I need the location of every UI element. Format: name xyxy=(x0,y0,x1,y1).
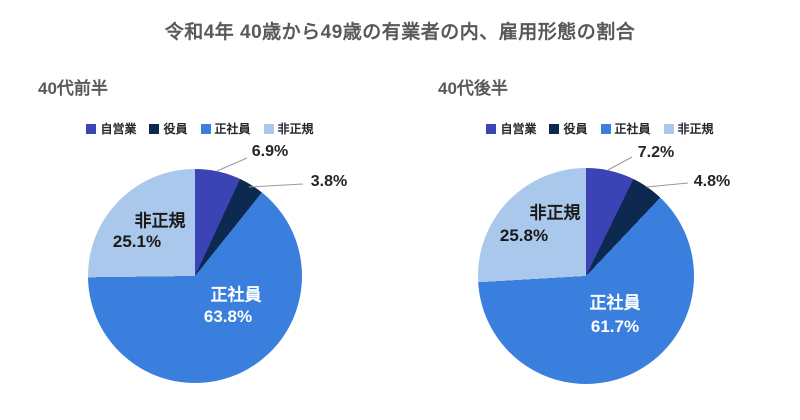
leader-line-self-employed xyxy=(216,157,248,172)
legend-swatch-executive xyxy=(149,123,160,134)
slice-value-executive: 3.8% xyxy=(310,173,348,190)
legend-swatch-self-employed xyxy=(486,123,497,134)
slice-value-self-employed: 7.2% xyxy=(637,144,675,161)
legend-label-self-employed: 自営業 xyxy=(100,122,137,136)
legend-swatch-executive xyxy=(549,123,560,134)
legend-item-non-regular: 非正規 xyxy=(663,120,714,137)
legend-item-executive: 役員 xyxy=(549,120,588,137)
legend-item-self-employed: 自営業 xyxy=(486,120,536,137)
legend-swatch-non-regular xyxy=(263,123,274,134)
slice-label-non-regular: 非正規 xyxy=(529,203,581,223)
chart-title: 令和4年 40歳から49歳の有業者の内、雇用形態の割合 xyxy=(164,22,636,43)
legend-label-self-employed: 自営業 xyxy=(500,122,537,136)
legend-item-self-employed: 自営業 xyxy=(86,120,136,137)
slice-label-non-regular: 非正規 xyxy=(134,211,186,231)
legend-swatch-regular-employee xyxy=(200,123,211,134)
pie-late-40s xyxy=(478,168,694,384)
panel-title-late-40s: 40代後半 xyxy=(438,79,508,98)
legend-label-non-regular: 非正規 xyxy=(277,122,314,136)
leader-line-self-employed xyxy=(607,156,633,171)
slice-label-regular-employee: 正社員 xyxy=(589,293,641,313)
slice-value-non-regular: 25.8% xyxy=(499,226,549,245)
chart-panel-early-40s: 40代前半 自営業 役員 正社員 非正規 6.9% xyxy=(20,70,380,410)
slice-value-regular-employee: 63.8% xyxy=(203,307,253,326)
slice-value-regular-employee: 61.7% xyxy=(590,317,640,336)
legend-swatch-regular-employee xyxy=(600,123,611,134)
legend-label-executive: 役員 xyxy=(563,122,588,136)
panel-title-early-40s: 40代前半 xyxy=(38,79,108,98)
slice-value-non-regular: 25.1% xyxy=(112,232,162,251)
legend-item-executive: 役員 xyxy=(149,120,188,137)
slice-label-regular-employee: 正社員 xyxy=(210,285,262,305)
legend-label-executive: 役員 xyxy=(163,122,188,136)
legend-label-non-regular: 非正規 xyxy=(677,122,714,136)
legend-late-40s: 自営業 役員 正社員 非正規 xyxy=(420,120,780,137)
legend-early-40s: 自営業 役員 正社員 非正規 xyxy=(20,120,380,137)
leader-line-executive xyxy=(248,183,304,188)
slice-value-executive: 4.8% xyxy=(693,173,731,190)
legend-swatch-non-regular xyxy=(663,123,674,134)
slice-value-self-employed: 6.9% xyxy=(251,143,289,160)
legend-swatch-self-employed xyxy=(86,123,97,134)
legend-item-non-regular: 非正規 xyxy=(263,120,314,137)
chart-panel-late-40s: 40代後半 自営業 役員 正社員 非正規 7.2% xyxy=(420,70,780,410)
pie-early-40s xyxy=(88,169,302,383)
legend-label-regular-employee: 正社員 xyxy=(214,122,251,136)
legend-item-regular-employee: 正社員 xyxy=(600,120,651,137)
leader-line-executive xyxy=(645,182,689,188)
legend-item-regular-employee: 正社員 xyxy=(200,120,251,137)
legend-label-regular-employee: 正社員 xyxy=(614,122,651,136)
